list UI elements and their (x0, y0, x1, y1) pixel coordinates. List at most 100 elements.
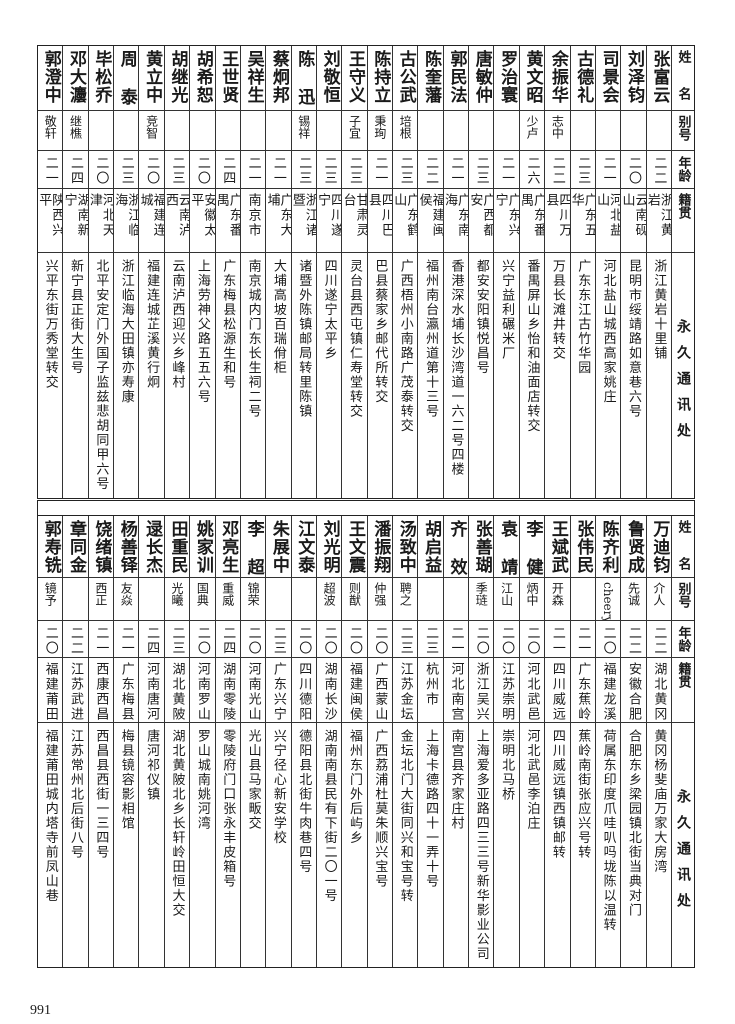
roster-table-top: 姓名 别号 年龄 籍贯 永久通讯处 张富云 二二 浙江黄岩 浙江黄岩十里铺 刘泽钧 二〇 云南砚山 昆明… (37, 45, 695, 499)
person-alias: 锡祥 (296, 115, 311, 139)
person-origin: 湖北黄冈 (651, 662, 667, 722)
header-cell-age: 年龄 (672, 151, 694, 189)
header-cell-address: 永久通讯处 (672, 253, 694, 498)
name-cell: 张伟民 (570, 516, 595, 578)
person-alias: 敬轩 (43, 115, 58, 139)
person-origin: 广东梅县 (118, 662, 134, 722)
header-label-age: 年龄 (675, 156, 691, 182)
person-name: 胡继光 (167, 50, 188, 104)
person-column: 李超 锦荣 二〇 河南光山 光山县马家畈交 (239, 516, 266, 967)
address-cell: 云南泸西迎兴乡峰村 (165, 253, 189, 498)
age-cell: 二〇 (469, 621, 494, 658)
alias-cell (215, 111, 240, 151)
alias-cell (494, 111, 519, 151)
name-cell: 鲁贤成 (621, 516, 646, 578)
origin-cell: 江苏金坛 (393, 658, 418, 723)
alias-cell: 西正 (88, 578, 114, 621)
person-origin: 福建闽侯 (418, 193, 443, 238)
alias-cell: 仲强 (367, 578, 393, 621)
origin-cell: 广东南海 (443, 189, 469, 253)
person-address: 罗山城南姚河湾 (194, 729, 210, 831)
person-origin: 广东南海 (443, 193, 469, 238)
person-column: 姚家训 国典 二〇 河南罗山 罗山城南姚河湾 (189, 516, 215, 967)
address-cell: 万县长滩井转交 (545, 253, 569, 498)
address-cell: 蕉岭南街张应兴号转 (571, 723, 595, 967)
alias-cell (418, 578, 443, 621)
person-column: 胡希恕 二〇 安徽太平 上海劳神父路五五六号 (189, 46, 215, 498)
alias-cell (621, 111, 646, 151)
address-cell: 唐河祁仪镇 (139, 723, 163, 967)
person-address: 崇明北马桥 (499, 729, 515, 802)
alias-cell (443, 111, 469, 151)
age-cell: 二二 (418, 151, 443, 189)
person-column: 古德礼 二三 广东五华 广东东江古竹华园 (569, 46, 595, 498)
age-cell: 二〇 (38, 621, 63, 658)
person-address: 荷属东印度爪哇叭吗垅陈以温转 (600, 729, 616, 932)
address-cell: 荷属东印度爪哇叭吗垅陈以温转 (596, 723, 620, 967)
alias-cell: 子宜 (342, 111, 367, 151)
person-column: 鲁贤成 先诚 二二 安徽合肥 合肥东乡梁园镇北街当典对门 (620, 516, 646, 967)
origin-cell: 河南唐河 (139, 658, 164, 723)
person-alias: 志中 (550, 115, 565, 139)
name-cell: 王文震 (342, 516, 367, 578)
person-age: 二四 (144, 626, 160, 656)
name-cell: 姚家训 (190, 516, 215, 578)
person-age: 二三 (321, 156, 337, 186)
person-alias: 秉珣 (372, 115, 387, 139)
origin-cell: 甘肃灵台 (342, 189, 367, 253)
age-cell: 二一 (443, 151, 469, 189)
person-name: 王世贤 (218, 50, 239, 104)
person-column: 饶绪镇 西正 二一 西康西昌 西昌县西街一三四号 (87, 516, 114, 967)
person-column: 邓大灋 继樵 二四 湖南新宁 新宁县正街大生号 (62, 46, 88, 498)
person-alias: 仲强 (372, 582, 387, 606)
person-origin: 安徽合肥 (625, 662, 641, 722)
origin-cell: 南京市 (240, 189, 266, 253)
person-address: 福建连城芷溪黄行炯 (144, 259, 160, 390)
person-address: 都安安阳镇悦昌号 (473, 259, 489, 375)
name-cell: 古公武 (393, 46, 418, 111)
header-cell-age: 年龄 (672, 621, 694, 658)
origin-cell: 江苏武进 (63, 658, 88, 723)
age-cell: 二〇 (139, 151, 164, 189)
person-name: 刘泽钧 (623, 50, 644, 104)
origin-cell: 四川威远 (545, 658, 570, 723)
person-column: 郭寿铣 镜予 二〇 福建莆田 福建莆田城内塔寺前凤山巷 (38, 516, 63, 967)
person-column: 张富云 二二 浙江黄岩 浙江黄岩十里铺 (645, 46, 671, 498)
address-cell: 浙江临海大田镇亦寿康 (114, 253, 138, 498)
person-age: 二三 (473, 156, 489, 186)
person-name: 袁靖 (497, 520, 518, 576)
header-cell-origin: 籍贯 (672, 658, 694, 723)
person-name: 郭寿铣 (40, 520, 61, 574)
person-address: 福建莆田城内塔寺前凤山巷 (42, 729, 58, 903)
header-cell-origin: 籍贯 (672, 189, 694, 253)
name-cell: 罗治寰 (494, 46, 519, 111)
person-address: 广西梧州小南路广茂泰转交 (397, 259, 413, 433)
alias-cell: 介人 (646, 578, 671, 621)
name-cell: 余振华 (545, 46, 570, 111)
age-cell: 二一 (367, 151, 393, 189)
header-label-origin: 籍贯 (675, 193, 691, 219)
origin-cell: 广东鹤山 (393, 189, 418, 253)
person-origin: 浙江诸暨 (291, 193, 316, 238)
person-column: 蔡炯邦 二一 广东大埔 大埔高坡百瑞佾柜 (265, 46, 291, 498)
person-address: 南宫县齐家庄村 (448, 729, 464, 831)
person-age: 二〇 (347, 626, 362, 656)
address-cell: 兴宁径心新安学校 (266, 723, 290, 967)
person-column: 王斌武 开森 二一 四川威远 四川威远镇西镇邮转 (544, 516, 570, 967)
address-cell: 零陵府门口张永丰皮箱号 (216, 723, 240, 967)
name-cell: 黄立中 (139, 46, 164, 111)
age-cell: 二三 (316, 151, 342, 189)
person-column: 黄文昭 少卢 二六 广东番禺 番禺屏山乡怡和油面店转交 (518, 46, 545, 498)
person-origin: 云南泸西 (164, 193, 190, 238)
person-alias: 继樵 (68, 115, 83, 139)
age-cell: 二三 (393, 151, 418, 189)
person-age: 二二 (625, 626, 641, 656)
age-cell: 二二 (646, 621, 671, 658)
person-name: 张善瑚 (471, 520, 492, 574)
person-address: 江苏常州北后街八号 (68, 729, 84, 860)
address-cell: 南宫县齐家庄村 (444, 723, 468, 967)
person-age: 二三 (270, 626, 286, 656)
origin-cell: 湖南新宁 (63, 189, 88, 253)
age-cell: 二三 (342, 151, 367, 189)
alias-cell (63, 578, 88, 621)
